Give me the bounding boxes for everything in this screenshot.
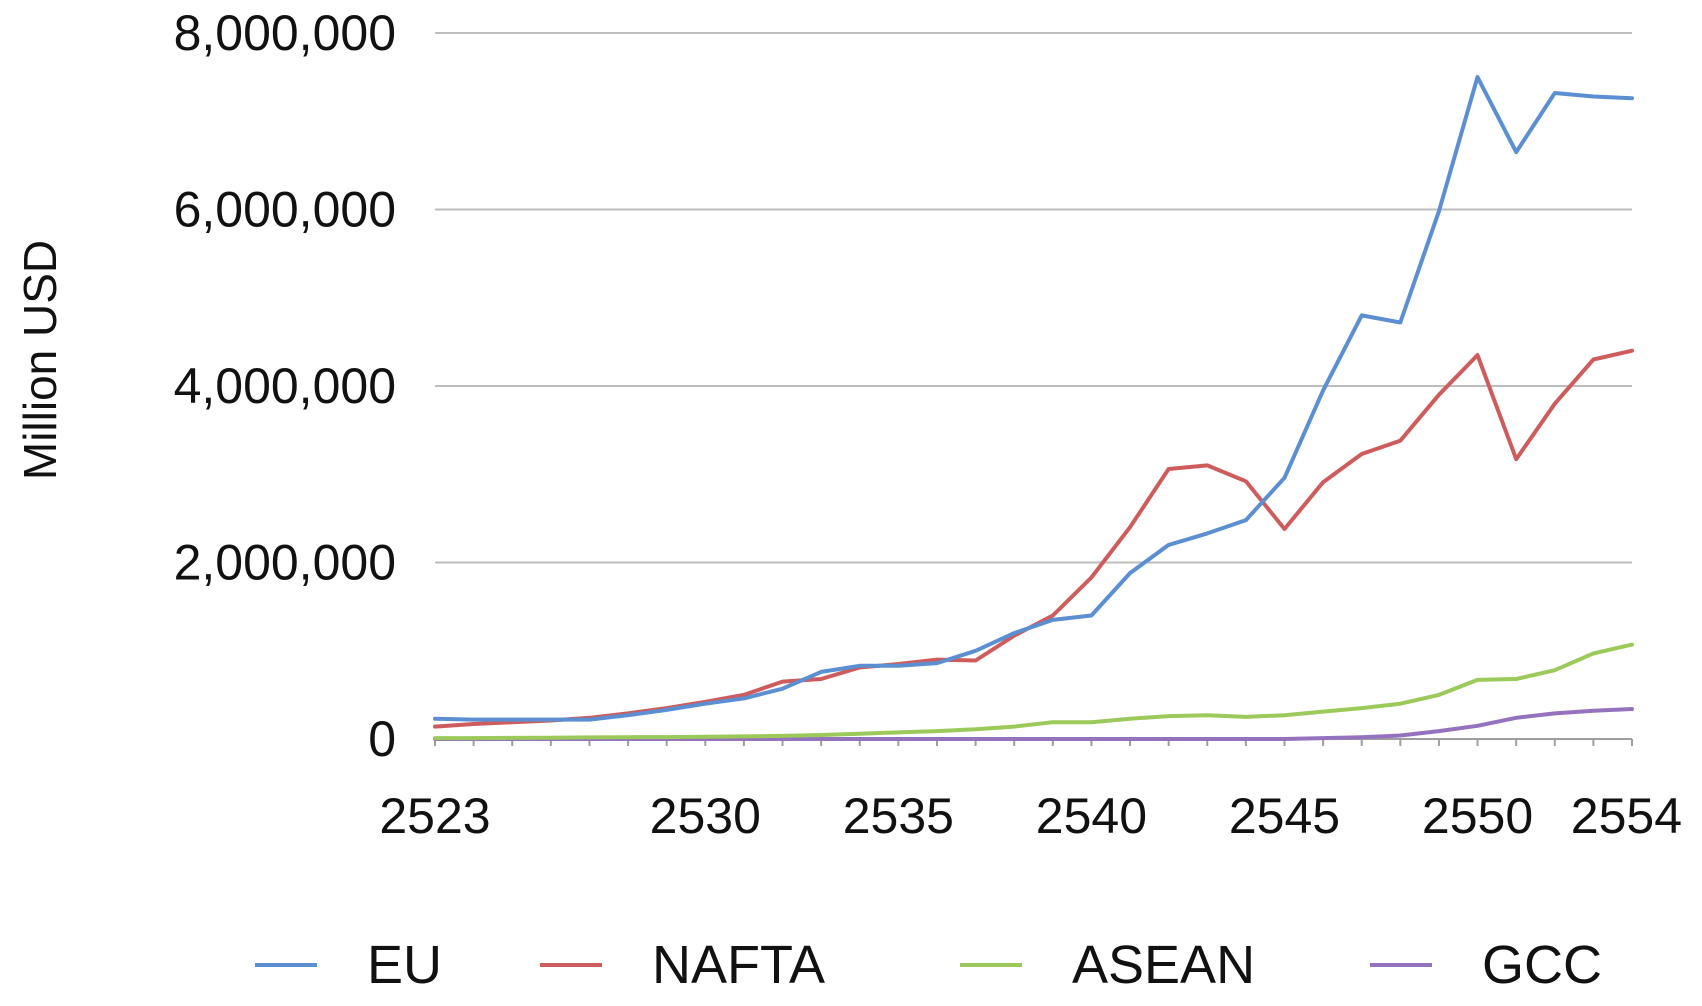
y-tick-label: 0 [368, 711, 396, 767]
legend-label: EU [367, 935, 442, 995]
y-tick-labels: 0 2,000,000 4,000,000 6,000,000 8,000,000 [174, 5, 396, 767]
legend-item-asean: ASEAN [960, 935, 1255, 995]
gridlines [435, 32, 1632, 564]
legend-label: GCC [1482, 935, 1602, 995]
legend-label: NAFTA [652, 935, 825, 995]
x-tick-label: 2550 [1422, 788, 1533, 844]
y-axis-title: Million USD [14, 240, 66, 480]
legend-item-gcc: GCC [1370, 935, 1602, 995]
x-tick-label: 2530 [650, 788, 761, 844]
series-lines [433, 75, 1634, 741]
x-tick-label: 2535 [843, 788, 954, 844]
x-tick-label: 2540 [1036, 788, 1147, 844]
x-tick-labels: 2523 2530 2535 2540 2545 2550 2554 [379, 788, 1682, 844]
series-line-nafta [433, 348, 1634, 729]
series-line-eu [433, 75, 1634, 722]
legend-item-eu: EU [255, 935, 442, 995]
legend-item-nafta: NAFTA [540, 935, 825, 995]
legend: EU NAFTA ASEAN GCC [255, 935, 1602, 995]
y-tick-label: 4,000,000 [174, 358, 396, 414]
x-tick-label: 2523 [379, 788, 490, 844]
x-tick-label: 2545 [1229, 788, 1340, 844]
y-tick-label: 8,000,000 [174, 5, 396, 61]
y-tick-label: 2,000,000 [174, 535, 396, 591]
y-tick-label: 6,000,000 [174, 182, 396, 238]
x-tick-label: 2554 [1571, 788, 1682, 844]
series-line-asean [433, 642, 1634, 741]
legend-label: ASEAN [1072, 935, 1255, 995]
